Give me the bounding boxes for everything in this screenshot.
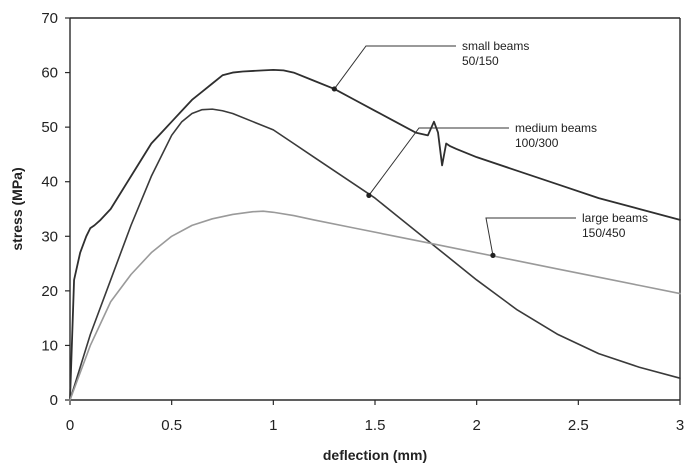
annotation-pointer bbox=[490, 252, 496, 258]
y-tick-label: 70 bbox=[41, 10, 58, 27]
x-tick-label: 0.5 bbox=[161, 417, 182, 434]
y-tick-label: 20 bbox=[41, 283, 58, 300]
series-line-1 bbox=[69, 68, 681, 401]
x-axis-ticks: 0 0.5 1 1.5 2 2.5 3 bbox=[66, 400, 684, 434]
y-tick-label: 60 bbox=[41, 65, 58, 82]
plot-frame bbox=[69, 17, 681, 401]
series-line-3 bbox=[69, 210, 681, 401]
y-tick-label: 30 bbox=[41, 228, 58, 245]
y-tick-label: 40 bbox=[41, 174, 58, 191]
annotation-label: small beams bbox=[462, 39, 529, 53]
x-tick-label: 2 bbox=[472, 417, 480, 434]
annotation-label: 150/450 bbox=[582, 226, 626, 240]
annotation-leader bbox=[333, 45, 456, 90]
x-tick-label: 2.5 bbox=[568, 417, 589, 434]
x-tick-label: 0 bbox=[66, 417, 74, 434]
x-tick-label: 3 bbox=[676, 417, 684, 434]
x-tick-label: 1 bbox=[269, 417, 277, 434]
series-lines bbox=[69, 68, 681, 401]
y-axis-ticks: 0 10 20 30 40 50 60 70 bbox=[41, 10, 70, 409]
series-line-2 bbox=[69, 108, 681, 401]
annotation-label: 100/300 bbox=[515, 136, 559, 150]
annotation-leader bbox=[368, 127, 509, 196]
y-tick-label: 10 bbox=[41, 337, 58, 354]
annotation-pointer bbox=[331, 86, 337, 92]
annotation-label: medium beams bbox=[515, 121, 597, 135]
annotation-leader bbox=[485, 217, 576, 256]
y-tick-label: 0 bbox=[50, 392, 58, 409]
annotation-pointer bbox=[366, 192, 372, 198]
y-tick-label: 50 bbox=[41, 119, 58, 136]
x-tick-label: 1.5 bbox=[365, 417, 386, 434]
y-axis-title: stress (MPa) bbox=[9, 167, 25, 250]
x-axis-title: deflection (mm) bbox=[323, 447, 427, 463]
annotation-label: large beams bbox=[582, 211, 648, 225]
annotation-label: 50/150 bbox=[462, 54, 499, 68]
